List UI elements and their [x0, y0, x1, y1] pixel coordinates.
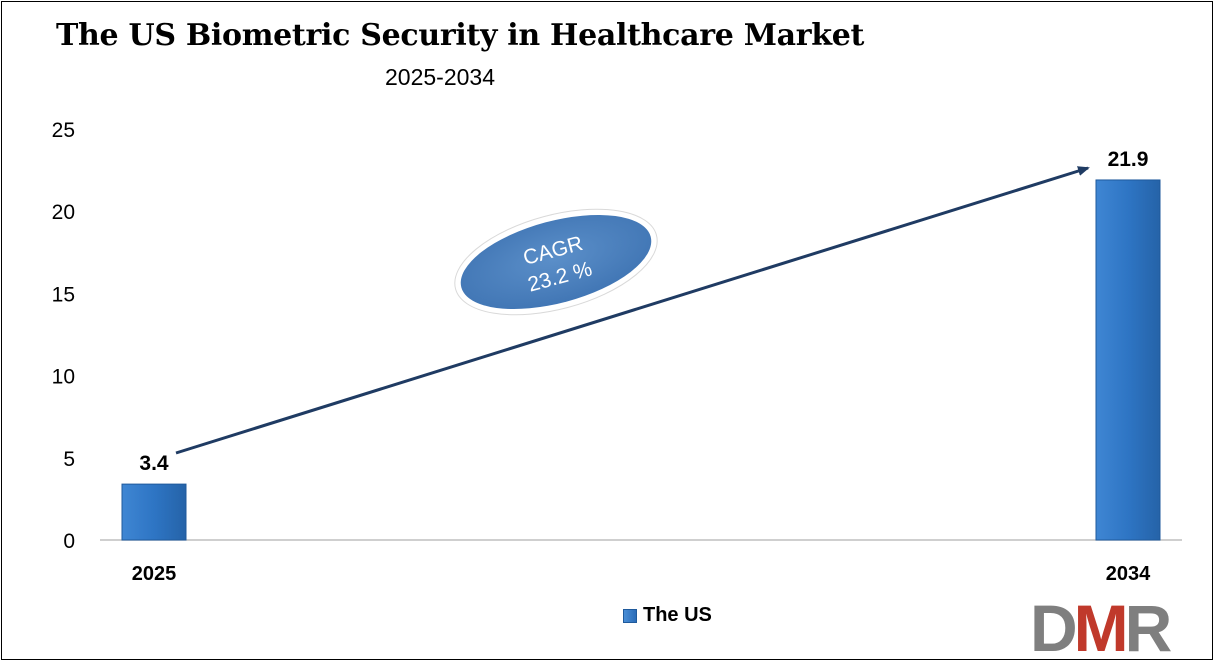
data-label: 3.4 [139, 452, 169, 475]
data-label: 21.9 [1108, 148, 1149, 171]
cagr-annotation: CAGR 23.2 % [454, 208, 658, 316]
x-tick-label: 2025 [132, 563, 177, 585]
logo-letter-m: M [1074, 597, 1125, 655]
legend: The US [623, 604, 712, 627]
y-tick-label: 20 [52, 201, 75, 224]
chart-subtitle: 2025-2034 [385, 64, 495, 90]
chart-title: The US Biometric Security in Healthcare … [56, 18, 865, 53]
svg-text:DMR: DMR [1030, 597, 1172, 655]
y-tick-label: 5 [63, 448, 75, 471]
y-tick-label: 25 [52, 119, 75, 142]
logo-letter-d: D [1030, 597, 1075, 655]
cagr-arrow [175, 166, 1090, 455]
y-tick-label: 0 [63, 530, 75, 553]
legend-label: The US [643, 604, 712, 626]
y-tick-label: 10 [52, 366, 75, 389]
y-tick-label: 15 [52, 283, 75, 306]
bar [121, 483, 187, 541]
bar [1095, 179, 1161, 541]
legend-swatch [623, 608, 637, 623]
dmr-logo: DMR [1030, 597, 1176, 655]
x-tick-label: 2034 [1106, 563, 1151, 585]
logo-letter-r: R [1125, 597, 1172, 655]
